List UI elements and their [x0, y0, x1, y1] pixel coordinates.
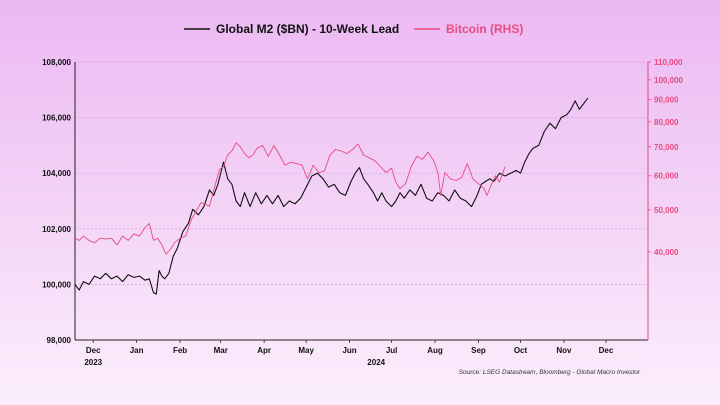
x-tick-label: Apr — [257, 346, 271, 355]
source-note: Source: LSEG Datastream, Bloomberg - Glo… — [459, 369, 641, 376]
x-year-label: 2024 — [367, 358, 385, 367]
y-right-tick-label: 40,000 — [654, 248, 679, 257]
legend-label-m2: Global M2 ($BN) - 10-Week Lead — [216, 22, 399, 36]
x-tick-label: Feb — [173, 346, 187, 355]
x-tick-label: Oct — [514, 346, 528, 355]
x-tick-label: Sep — [471, 346, 486, 355]
x-tick-label: Aug — [427, 346, 443, 355]
y-right-tick-label: 50,000 — [654, 206, 679, 215]
tick-labels: 98,000 100,000 102,000 104,000 106,000 108,00… — [42, 58, 683, 367]
x-tick-label: Dec — [86, 346, 101, 355]
x-tick-label: May — [298, 346, 314, 355]
y-right-tick-label: 60,000 — [654, 172, 679, 181]
grid — [75, 61, 648, 285]
y-left-tick-label: 104,000 — [42, 169, 71, 178]
y-left-tick-label: 106,000 — [42, 114, 71, 123]
legend: Global M2 ($BN) - 10-Week Lead Bitcoin (… — [184, 22, 523, 36]
series-line-global-m2 — [74, 97, 589, 295]
y-left-tick-label: 102,000 — [42, 225, 71, 234]
legend-label-btc: Bitcoin (RHS) — [446, 22, 523, 36]
x-tick-label: Jun — [342, 346, 356, 355]
y-right-tick-label: 70,000 — [654, 143, 679, 152]
y-left-tick-label: 108,000 — [42, 58, 71, 67]
y-right-tick-label: 80,000 — [654, 118, 679, 127]
y-left-tick-label: 100,000 — [42, 280, 71, 289]
axes — [74, 61, 651, 343]
series-line-bitcoin — [74, 142, 506, 255]
series-lines — [74, 97, 589, 295]
x-tick-label: Mar — [214, 346, 228, 355]
y-right-tick-label: 90,000 — [654, 96, 679, 105]
x-tick-label: Dec — [599, 346, 614, 355]
y-right-tick-label: 100,000 — [654, 76, 683, 85]
x-tick-label: Nov — [556, 346, 572, 355]
y-left-tick-label: 98,000 — [47, 336, 72, 345]
x-tick-label: Jul — [386, 346, 398, 355]
x-year-label: 2023 — [84, 358, 102, 367]
y-right-tick-label: 110,000 — [654, 58, 683, 67]
x-tick-label: Jan — [130, 346, 144, 355]
